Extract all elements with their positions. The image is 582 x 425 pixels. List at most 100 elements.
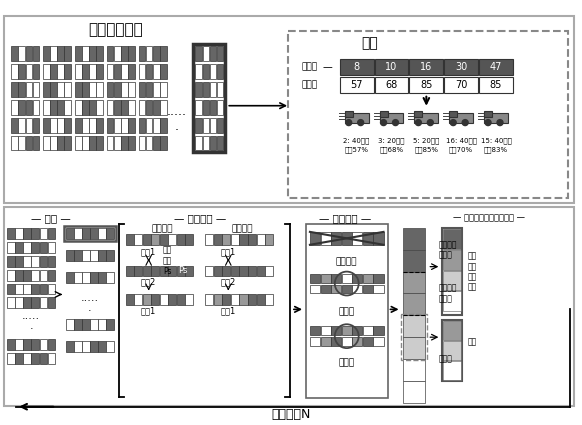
Bar xyxy=(8,269,15,280)
Bar xyxy=(310,274,320,283)
Bar xyxy=(5,16,574,203)
Bar xyxy=(11,136,18,150)
Bar xyxy=(222,234,230,245)
Bar xyxy=(196,118,202,133)
Bar xyxy=(33,82,39,97)
Circle shape xyxy=(450,119,456,125)
Bar xyxy=(19,118,25,133)
Text: 充电层: 充电层 xyxy=(339,359,355,368)
Bar xyxy=(168,295,176,306)
Bar xyxy=(33,136,39,150)
Bar xyxy=(23,298,31,309)
Text: 子代1: 子代1 xyxy=(221,307,236,316)
Bar xyxy=(121,136,127,150)
Text: ·····: ····· xyxy=(166,109,187,122)
Bar xyxy=(214,266,222,275)
Bar xyxy=(23,339,31,350)
Bar xyxy=(375,59,409,75)
Bar xyxy=(363,274,373,283)
Bar xyxy=(342,337,352,346)
Bar xyxy=(50,118,57,133)
Bar xyxy=(403,381,425,403)
Bar xyxy=(331,274,341,283)
Bar xyxy=(403,337,425,359)
Bar xyxy=(114,136,120,150)
Text: 充电层: 充电层 xyxy=(302,80,318,89)
Bar xyxy=(15,339,23,350)
Bar xyxy=(403,359,425,381)
Bar xyxy=(205,234,214,245)
Bar xyxy=(217,46,223,61)
Text: 85: 85 xyxy=(490,80,502,90)
Bar xyxy=(345,113,368,122)
Bar xyxy=(31,298,39,309)
Bar xyxy=(31,283,39,295)
Text: ·····: ····· xyxy=(81,296,99,306)
Text: ·: · xyxy=(175,124,179,137)
Bar xyxy=(82,136,88,150)
Circle shape xyxy=(462,119,468,125)
Bar xyxy=(40,256,47,266)
Bar xyxy=(153,118,159,133)
Bar xyxy=(153,100,159,115)
Circle shape xyxy=(485,119,491,125)
Bar xyxy=(11,100,18,115)
Circle shape xyxy=(358,119,364,125)
Bar xyxy=(310,232,320,245)
Circle shape xyxy=(346,119,352,125)
Bar xyxy=(40,283,47,295)
Bar xyxy=(96,64,103,79)
Bar xyxy=(342,232,352,245)
Bar xyxy=(402,314,427,360)
Text: 充电83%: 充电83% xyxy=(484,146,508,153)
Bar xyxy=(139,118,146,133)
Bar xyxy=(231,266,239,275)
Bar xyxy=(82,341,90,352)
Bar xyxy=(217,82,223,97)
Bar xyxy=(151,295,159,306)
Bar xyxy=(143,266,151,275)
Bar xyxy=(203,136,209,150)
Bar xyxy=(74,228,81,239)
Bar xyxy=(375,77,409,93)
Bar xyxy=(107,341,114,352)
Bar xyxy=(33,118,39,133)
Text: 单层交叉: 单层交叉 xyxy=(232,224,253,233)
Text: 8: 8 xyxy=(354,62,360,72)
Bar xyxy=(210,118,217,133)
Bar xyxy=(265,295,273,306)
Bar xyxy=(139,64,146,79)
Bar xyxy=(107,118,113,133)
Bar xyxy=(11,46,18,61)
Bar xyxy=(363,337,373,346)
Bar xyxy=(121,64,127,79)
Bar xyxy=(146,100,152,115)
Bar xyxy=(121,82,127,97)
Circle shape xyxy=(416,119,421,125)
Bar xyxy=(89,46,96,61)
Bar xyxy=(50,82,57,97)
Bar xyxy=(240,266,247,275)
Bar xyxy=(146,136,152,150)
Bar xyxy=(443,250,461,269)
Bar xyxy=(479,59,513,75)
Text: —: — xyxy=(323,62,333,72)
Bar xyxy=(151,234,159,245)
Text: 保留
到下
一代
种群: 保留 到下 一代 种群 xyxy=(467,252,477,292)
Bar xyxy=(203,46,209,61)
Bar xyxy=(443,321,461,340)
Text: 双层基因: 双层基因 xyxy=(336,257,357,266)
Bar xyxy=(26,82,32,97)
Bar xyxy=(222,295,230,306)
Bar xyxy=(33,64,39,79)
Bar xyxy=(352,274,363,283)
Bar xyxy=(82,272,90,283)
Bar xyxy=(8,228,15,239)
Bar xyxy=(11,64,18,79)
Bar xyxy=(75,136,81,150)
Text: 充电57%: 充电57% xyxy=(345,146,368,153)
Bar xyxy=(248,234,256,245)
Bar xyxy=(265,266,273,275)
Bar xyxy=(40,353,47,364)
Bar xyxy=(74,250,81,261)
